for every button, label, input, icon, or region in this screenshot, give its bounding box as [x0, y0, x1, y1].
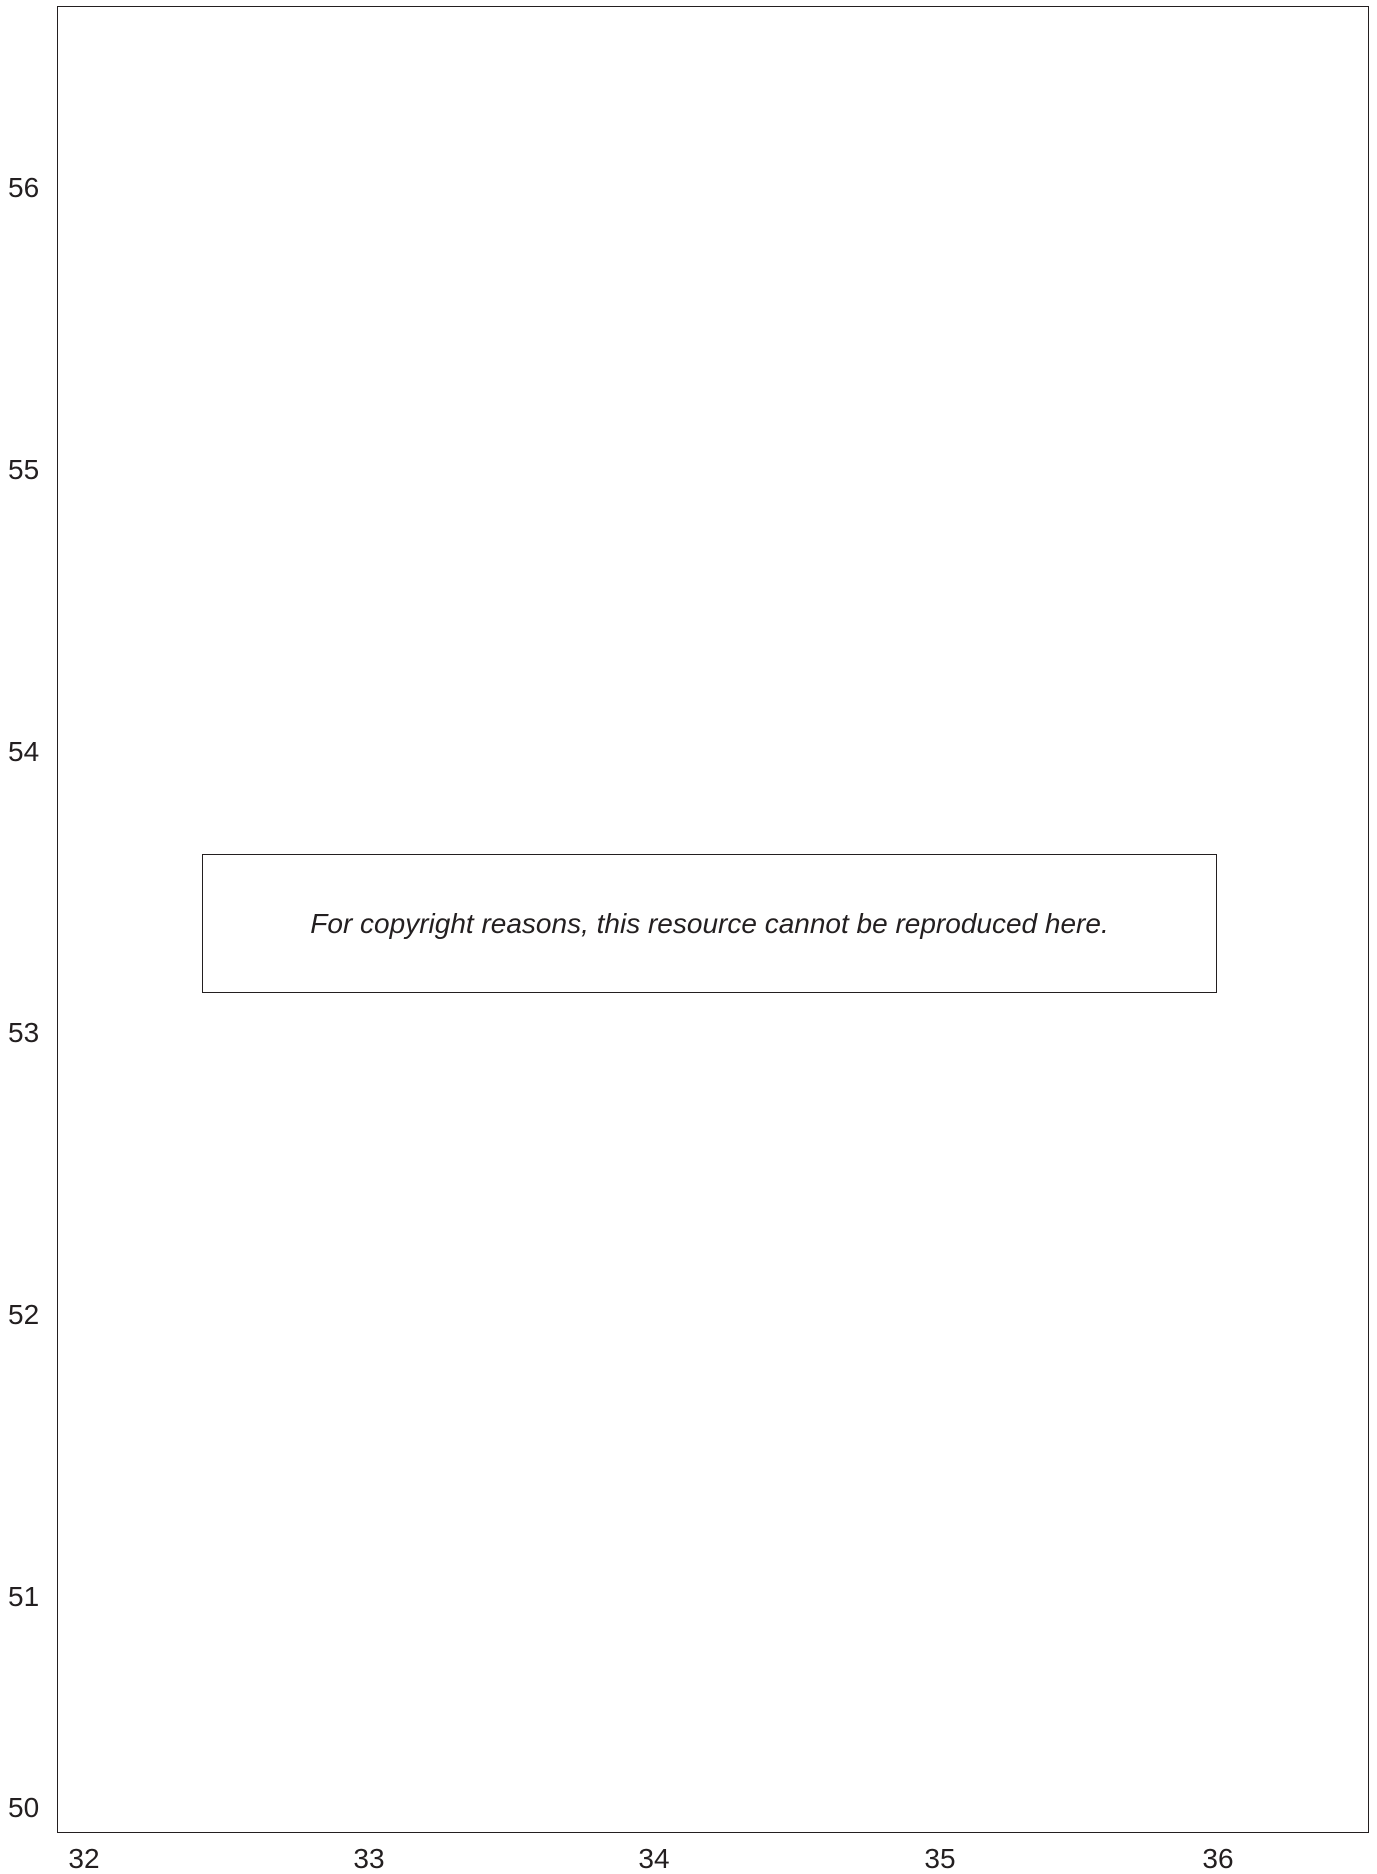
x-tick-label: 35 — [924, 1843, 956, 1874]
y-tick-label: 53 — [8, 1017, 40, 1048]
y-tick-label: 54 — [8, 736, 40, 767]
x-tick-label: 33 — [353, 1843, 385, 1874]
y-tick-label: 52 — [8, 1299, 40, 1330]
x-tick-label: 36 — [1202, 1843, 1234, 1874]
copyright-notice-box: For copyright reasons, this resource can… — [202, 854, 1217, 993]
y-tick-label: 55 — [8, 454, 40, 485]
copyright-notice-text: For copyright reasons, this resource can… — [310, 907, 1109, 939]
y-tick-label: 56 — [8, 172, 40, 203]
x-tick-label: 32 — [68, 1843, 100, 1874]
y-tick-label: 51 — [8, 1581, 40, 1612]
x-tick-label: 34 — [638, 1843, 670, 1874]
map-frame — [57, 6, 1369, 1833]
y-tick-label: 50 — [8, 1792, 40, 1823]
